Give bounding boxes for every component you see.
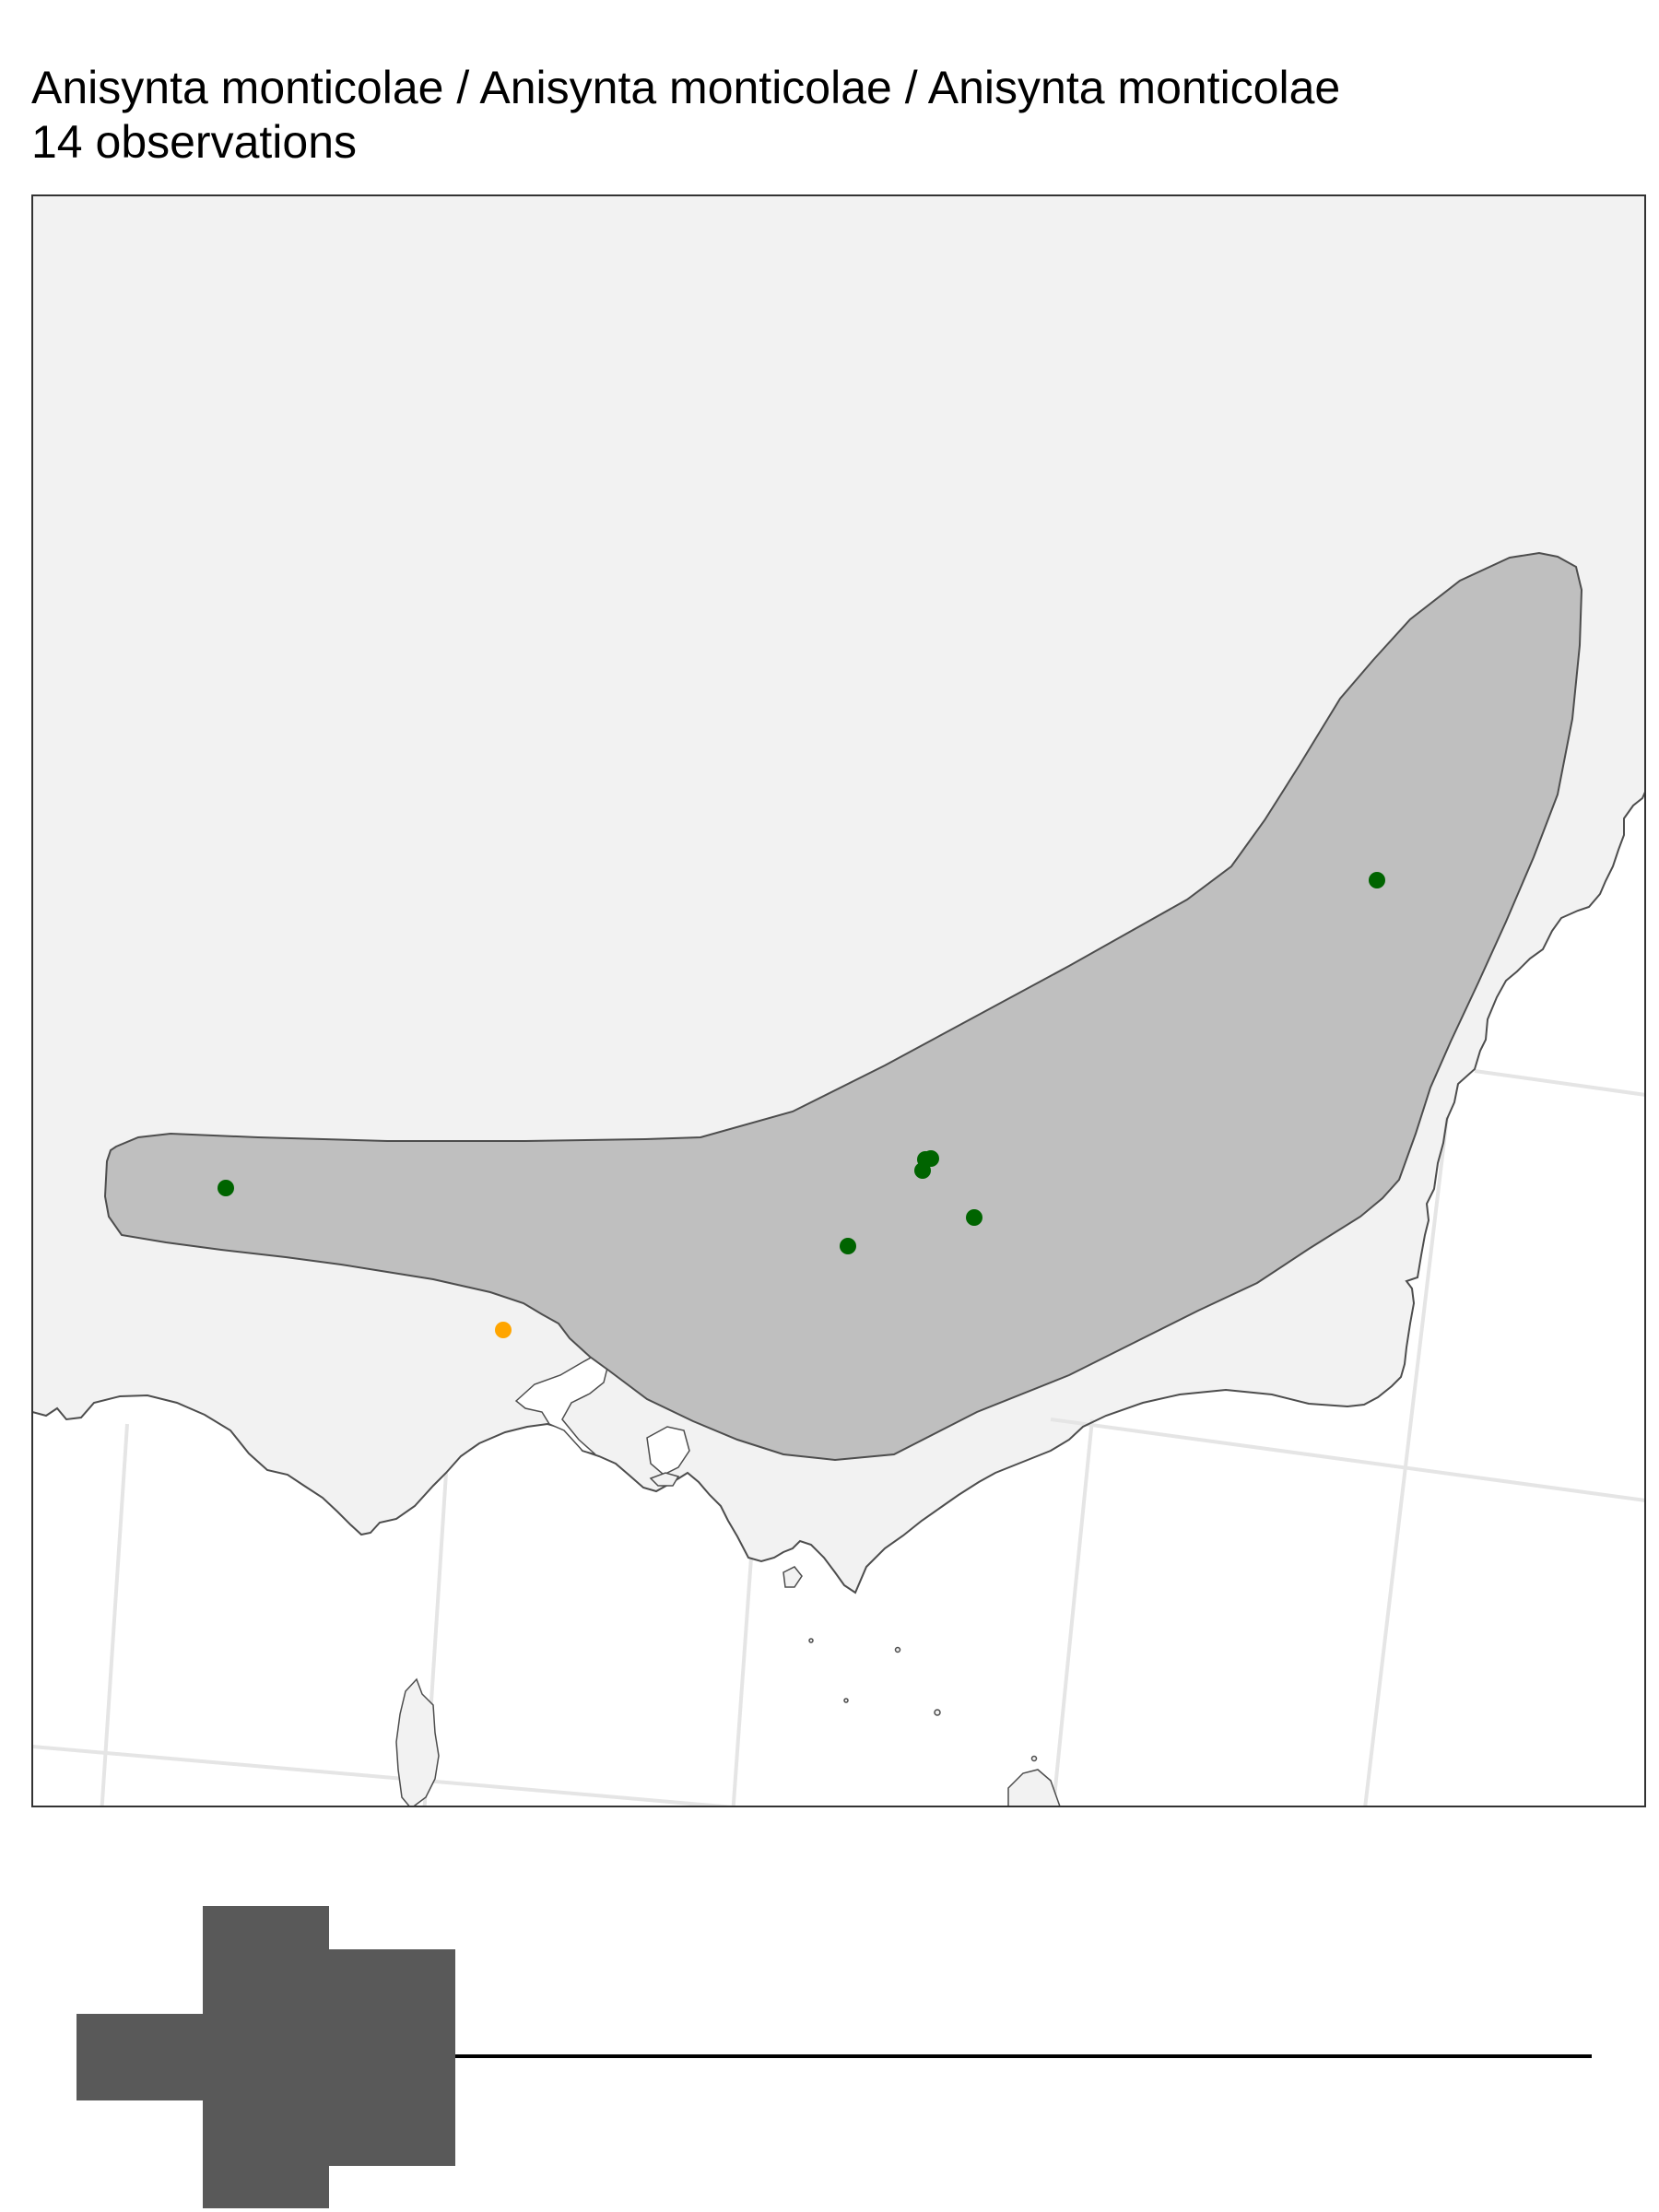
islet xyxy=(1030,1755,1038,1762)
port-phillip-bay xyxy=(514,1352,609,1455)
islet xyxy=(894,1646,901,1653)
observation-point xyxy=(840,1238,856,1254)
islet xyxy=(782,1566,803,1588)
observation-point xyxy=(966,1209,982,1226)
coastline xyxy=(32,789,1645,1594)
graticule-line xyxy=(1363,1116,1449,1806)
histogram-bar xyxy=(76,2014,203,2100)
observation-point xyxy=(218,1180,234,1196)
observation-points xyxy=(218,872,1385,1338)
graticule-line xyxy=(731,1557,753,1806)
islet xyxy=(808,1638,814,1643)
observation-histogram xyxy=(76,1906,1592,2208)
graticule-line xyxy=(100,1423,129,1806)
observation-point xyxy=(914,1162,931,1179)
islet xyxy=(934,1709,941,1716)
western-port-bay xyxy=(646,1426,690,1476)
map-title: Anisynta monticolae / Anisynta monticola… xyxy=(31,62,1341,113)
graticule-line xyxy=(1051,1418,1094,1806)
king-island xyxy=(395,1677,440,1806)
observation-point xyxy=(1369,872,1385,888)
observation-count: 14 observations xyxy=(31,116,358,168)
histogram-bar xyxy=(203,1906,329,2208)
ocean-area xyxy=(32,792,1645,1806)
islet xyxy=(843,1698,849,1703)
graticule-line xyxy=(1050,1418,1645,1502)
map-panel xyxy=(32,195,1645,1806)
graticule-line xyxy=(1474,1069,1645,1097)
observation-point xyxy=(923,1150,939,1167)
histogram-bar xyxy=(329,1949,455,2166)
islet xyxy=(1007,1769,1061,1806)
observation-point xyxy=(495,1322,512,1338)
map-panel-border xyxy=(31,194,1646,1807)
graticule-lines xyxy=(32,1069,1645,1806)
phillip-island xyxy=(649,1472,680,1487)
species-range-polygon xyxy=(103,551,1583,1462)
